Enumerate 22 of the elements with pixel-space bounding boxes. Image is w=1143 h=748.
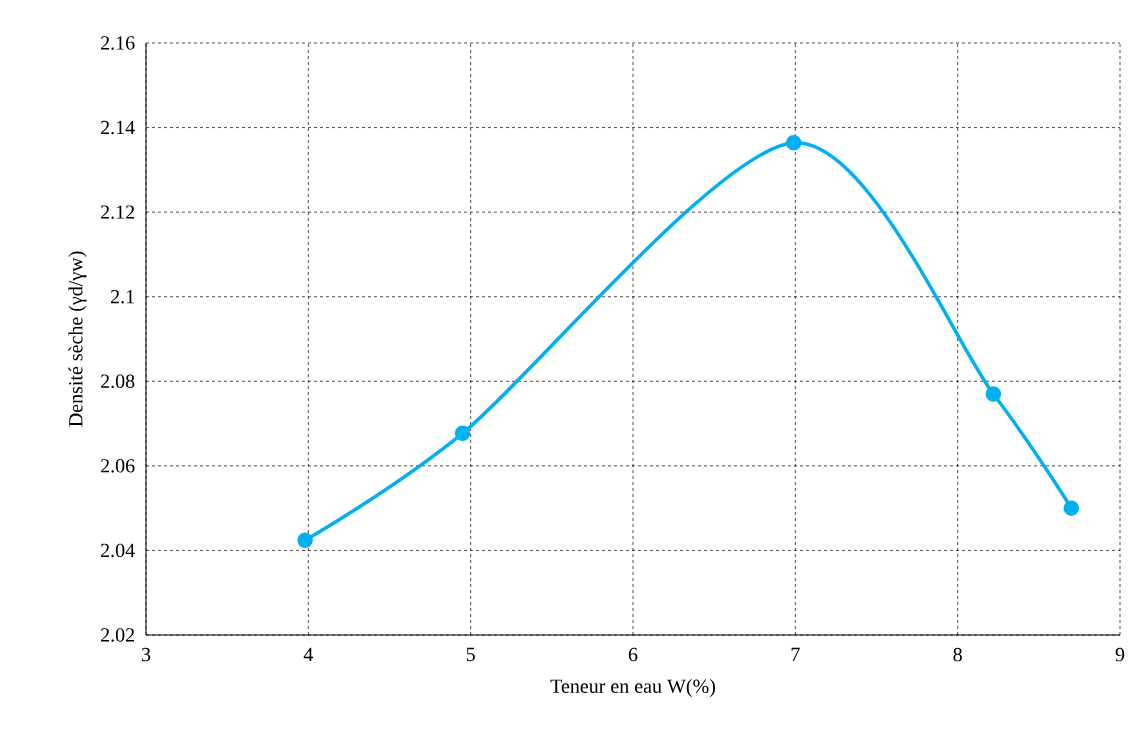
x-tick-label: 5 xyxy=(466,647,475,662)
point xyxy=(454,425,471,442)
y-tick-label: 2.14 xyxy=(101,120,135,135)
y-tick-label: 2.1 xyxy=(111,289,134,304)
y-tick-label: 2.04 xyxy=(101,543,135,558)
point xyxy=(785,135,802,151)
x-tick-label: 4 xyxy=(303,647,314,662)
x-axis-title: Teneur en eau W(%) xyxy=(550,678,716,698)
point xyxy=(297,532,313,549)
x-tick-label: 6 xyxy=(628,647,638,662)
point xyxy=(985,386,1002,402)
x-tick-label: 9 xyxy=(1115,647,1125,662)
x-tick-label: 7 xyxy=(791,647,800,661)
y-tick-label: 2.02 xyxy=(101,628,135,642)
y-tick-label: 2.12 xyxy=(101,205,135,219)
x-tick-label: 3 xyxy=(141,647,151,662)
y-tick-label: 2.06 xyxy=(101,459,135,473)
y-tick-label: 2.16 xyxy=(101,36,135,50)
x-tick-label: 8 xyxy=(953,647,962,662)
y-axis-title: Densité sèche (γd/γw) xyxy=(68,251,87,427)
y-tick-label: 2.08 xyxy=(101,374,135,389)
point xyxy=(1063,500,1080,516)
